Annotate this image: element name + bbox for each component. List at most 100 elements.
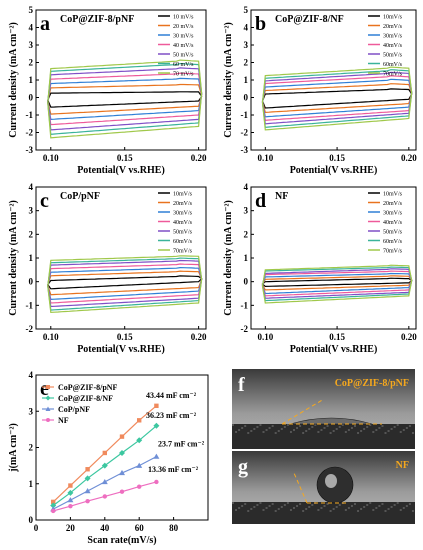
- substrate-texture: [235, 431, 238, 433]
- x-tick-label: 0.20: [401, 153, 417, 163]
- substrate-texture: [323, 427, 326, 429]
- y-tick-label: 3: [29, 40, 34, 50]
- substrate-texture: [253, 506, 256, 508]
- substrate-texture: [299, 425, 302, 427]
- substrate-texture: [360, 508, 363, 510]
- x-axis-label: Potential(V vs.RHE): [290, 344, 378, 355]
- legend-label: 70mV/s: [383, 249, 403, 255]
- legend-label: 20mV/s: [173, 201, 193, 207]
- substrate-texture: [338, 504, 341, 506]
- x-tick-label: 0.20: [191, 332, 207, 342]
- data-point: [119, 469, 125, 476]
- substrate-texture: [241, 427, 244, 429]
- substrate-texture: [271, 503, 274, 505]
- legend-label: 60mV/s: [173, 239, 193, 245]
- substrate-texture: [354, 503, 356, 505]
- y-tick-label: 0: [244, 93, 249, 103]
- substrate-texture: [396, 424, 399, 426]
- y-tick-label: 4: [29, 370, 34, 380]
- legend-marker: [45, 406, 51, 411]
- legend-label: 60mV/s: [383, 62, 403, 68]
- substrate-texture: [241, 505, 244, 507]
- y-tick-label: -2: [241, 128, 249, 138]
- substrate-texture: [329, 510, 332, 512]
- y-tick-label: -1: [241, 110, 249, 120]
- y-tick-label: 3: [244, 40, 249, 50]
- photo-panel-f: f CoP@ZIF-8/pNF: [232, 369, 415, 449]
- substrate-texture: [408, 425, 411, 427]
- substrate-texture: [320, 429, 323, 431]
- cv-curve-7: [261, 264, 413, 304]
- x-tick-label: 40: [100, 523, 110, 533]
- panel-letter: b: [255, 13, 266, 35]
- x-tick-label: 0.15: [117, 332, 133, 342]
- cv-curve-1: [261, 277, 413, 288]
- data-point: [154, 403, 159, 409]
- substrate-texture: [369, 502, 372, 504]
- contact-angle-line: [281, 398, 325, 425]
- panel-b: -3 -2 -1 0 1 2 3 4 5 0.10 0.15 0.20 Potential(V vs.R…: [223, 5, 417, 176]
- legend-label: 10mV/s: [173, 192, 193, 198]
- substrate-texture: [293, 429, 295, 431]
- cv-curve-4: [261, 75, 413, 121]
- panel-letter: a: [40, 13, 50, 35]
- x-tick-label: 0.10: [257, 332, 273, 342]
- substrate-texture: [335, 506, 338, 508]
- legend-label: 70mV/s: [173, 249, 193, 255]
- substrate-texture: [369, 424, 372, 426]
- cv-curve-2: [47, 270, 203, 296]
- data-point: [101, 478, 108, 485]
- panel-letter: d: [255, 190, 266, 212]
- panel-title: CoP@ZIF-8/NF: [275, 14, 344, 25]
- substrate-texture: [390, 428, 393, 430]
- substrate-texture: [332, 430, 335, 432]
- substrate-texture: [244, 425, 247, 427]
- substrate-texture: [326, 503, 329, 505]
- substrate-texture: [277, 508, 280, 510]
- substrate-texture: [293, 507, 295, 509]
- x-tick-label: 0.15: [117, 153, 133, 163]
- substrate-texture: [250, 430, 253, 432]
- panel-letter: e: [40, 378, 49, 400]
- substrate-texture: [372, 509, 375, 511]
- substrate-texture: [350, 427, 353, 429]
- substrate-texture: [289, 431, 292, 433]
- y-tick-label: 3: [29, 206, 34, 216]
- substrate-texture: [232, 502, 234, 504]
- substrate-texture: [396, 502, 399, 504]
- y-tick-label: -3: [26, 145, 34, 155]
- x-tick-label: 0: [34, 523, 39, 533]
- substrate-texture: [268, 505, 271, 507]
- cv-curve-7: [261, 66, 413, 131]
- data-point: [102, 450, 107, 456]
- x-tick-label: 20: [66, 523, 76, 533]
- substrate-texture: [338, 426, 341, 428]
- panel-title: NF: [275, 191, 288, 202]
- substrate-texture: [360, 430, 363, 432]
- slope-annotation: 43.44 mF cm⁻²: [146, 391, 197, 400]
- y-tick-label: 2: [244, 229, 249, 239]
- legend-label: 30mV/s: [173, 211, 193, 217]
- substrate-texture: [256, 426, 259, 428]
- substrate-texture: [381, 425, 384, 427]
- x-tick-label: 0.15: [329, 153, 345, 163]
- legend-label: 20 mV/s: [173, 24, 194, 30]
- x-tick-label: 0.10: [43, 153, 59, 163]
- panel-title: CoP/pNF: [60, 191, 100, 202]
- substrate-texture: [320, 507, 323, 509]
- substrate-texture: [393, 504, 396, 506]
- droplet-highlight: [325, 474, 337, 488]
- substrate-texture: [265, 429, 268, 431]
- legend-label: 50 mV/s: [173, 53, 194, 59]
- legend-label: 10mV/s: [383, 192, 403, 198]
- substrate-texture: [274, 432, 277, 434]
- photo-panel-g: g NF: [232, 451, 415, 524]
- substrate-texture: [299, 503, 302, 505]
- substrate-texture: [332, 508, 335, 510]
- plot-frame: [250, 186, 417, 330]
- substrate-texture: [286, 424, 289, 426]
- substrate-texture: [238, 429, 241, 431]
- substrate-texture: [347, 507, 350, 509]
